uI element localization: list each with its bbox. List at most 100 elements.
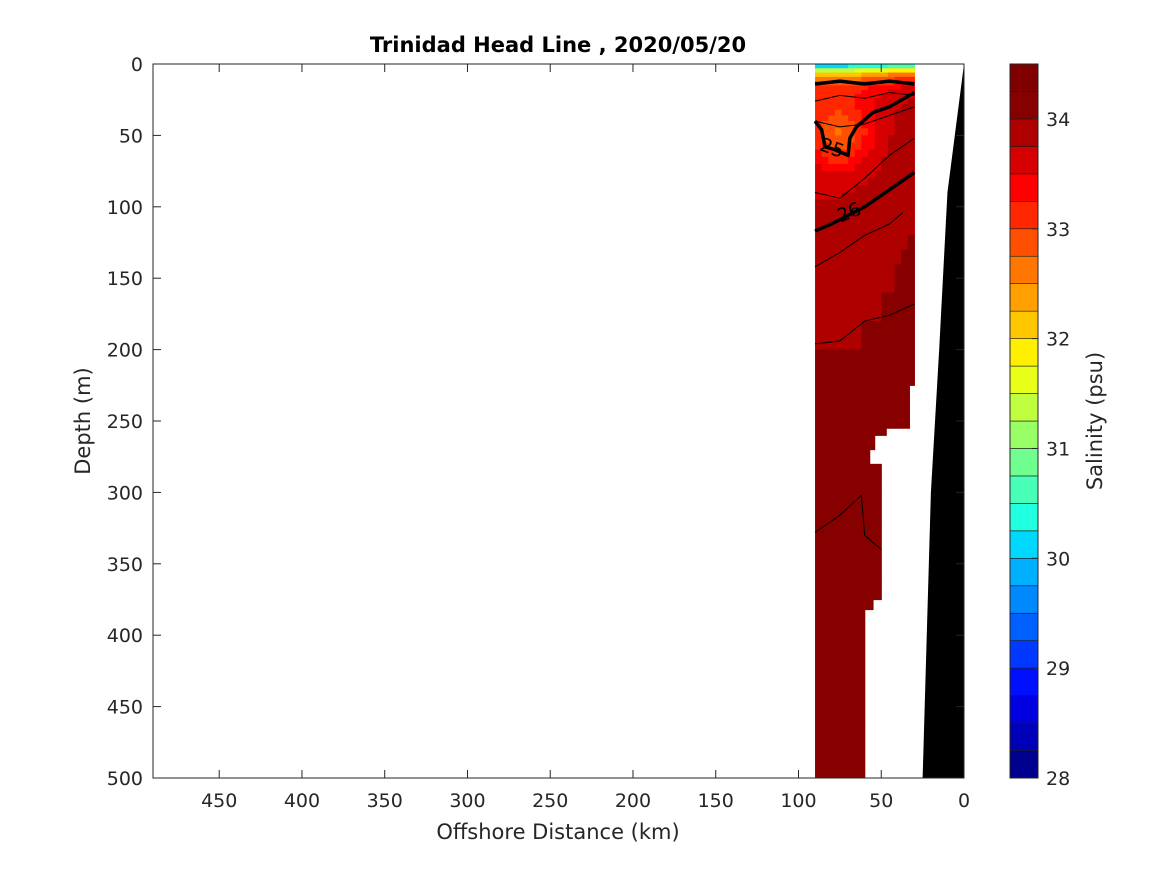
salinity-cell [828,135,836,144]
salinity-cell [907,121,915,129]
salinity-cell [901,64,909,69]
salinity-cell [841,475,849,493]
salinity-cell [874,89,882,95]
x-tick-label: 200 [615,790,651,812]
salinity-cell [887,235,896,251]
salinity-cell [834,76,843,82]
salinity-cell [841,128,849,136]
density-contour-line [814,137,915,199]
salinity-cell [841,156,849,165]
salinity-cell [887,292,896,322]
salinity-cell [881,128,889,136]
salinity-cell [874,72,882,78]
salinity-cell [828,520,836,551]
salinity-cell [854,98,862,105]
salinity-cell [841,321,849,351]
density-contour-line-major [813,91,916,158]
salinity-cell [861,142,869,151]
salinity-cell [868,85,876,91]
salinity-cell [868,142,876,151]
salinity-cell [821,435,829,451]
salinity-cell [828,199,836,208]
salinity-cell [861,549,869,579]
salinity-cell [821,520,829,551]
salinity-cell [821,72,829,78]
x-axis: 450 400 350 300 250 200 150 100 50 0 [201,64,970,812]
y-axis: 0 50 100 150 200 250 300 350 400 450 500 [107,54,964,790]
salinity-cell [848,171,856,179]
y-tick-label: 250 [107,411,143,433]
salinity-cell [901,185,909,194]
density-contour-line [814,212,904,268]
salinity-cell [881,185,889,194]
colorbar-band [1009,283,1039,312]
salinity-cell [815,321,823,351]
salinity-cell [868,135,876,144]
salinity-cell [821,64,829,69]
salinity-cell [861,221,869,236]
salinity-cell [868,385,876,429]
salinity-cell [861,235,869,251]
salinity-cell [887,249,896,265]
salinity-cell [868,249,876,265]
salinity-cell [881,292,889,322]
salinity-cell [841,435,849,451]
salinity-cell [901,156,909,165]
salinity-cell [907,98,915,105]
salinity-cell [894,93,902,99]
salinity-cell [854,449,862,465]
salinity-cell [821,463,829,476]
salinity-cell [821,385,829,429]
salinity-cell [828,435,836,451]
salinity-cell [815,103,823,111]
salinity-cell [881,321,889,351]
salinity-cell [907,85,915,91]
salinity-cell [841,206,849,222]
salinity-cell [868,428,876,436]
salinity-cell [834,128,843,136]
salinity-cell [834,185,843,194]
colorbar-band [1009,722,1039,751]
salinity-cell [894,135,902,144]
y-tick-label: 100 [107,197,143,219]
salinity-cell [821,93,829,99]
salinity-cell [854,221,862,236]
salinity-cell [828,428,836,436]
salinity-cell [901,192,909,201]
salinity-cell [907,221,915,236]
salinity-cell [887,199,896,208]
salinity-cell [881,121,889,129]
salinity-cell [821,609,829,665]
salinity-cell [848,135,856,144]
salinity-cell [894,103,902,111]
salinity-cell [834,206,843,222]
colorbar-band [1009,118,1039,147]
salinity-cell [834,463,843,476]
salinity-cell [868,221,876,236]
y-tick-label: 200 [107,340,143,362]
salinity-cell [834,292,843,322]
salinity-cell [848,249,856,265]
salinity-cell [901,206,909,222]
salinity-cell [868,89,876,95]
colorbar-band [1009,750,1039,779]
salinity-cell [907,192,915,201]
salinity-cell [861,428,869,436]
salinity-cell [841,103,849,111]
colorbar: 28 29 30 31 32 33 34 [1009,63,1070,790]
salinity-cell [881,64,889,69]
salinity-cell [907,263,915,294]
salinity-cell [874,520,882,551]
colorbar-band [1009,558,1039,587]
salinity-cell [907,349,915,386]
salinity-cell [828,163,836,172]
salinity-cell [887,163,896,172]
salinity-cell [848,520,856,551]
salinity-cell [815,263,823,294]
salinity-cell [861,206,869,222]
salinity-cell [854,349,862,386]
salinity-cell [868,449,871,465]
salinity-cell [868,435,876,451]
salinity-cell [815,128,823,136]
